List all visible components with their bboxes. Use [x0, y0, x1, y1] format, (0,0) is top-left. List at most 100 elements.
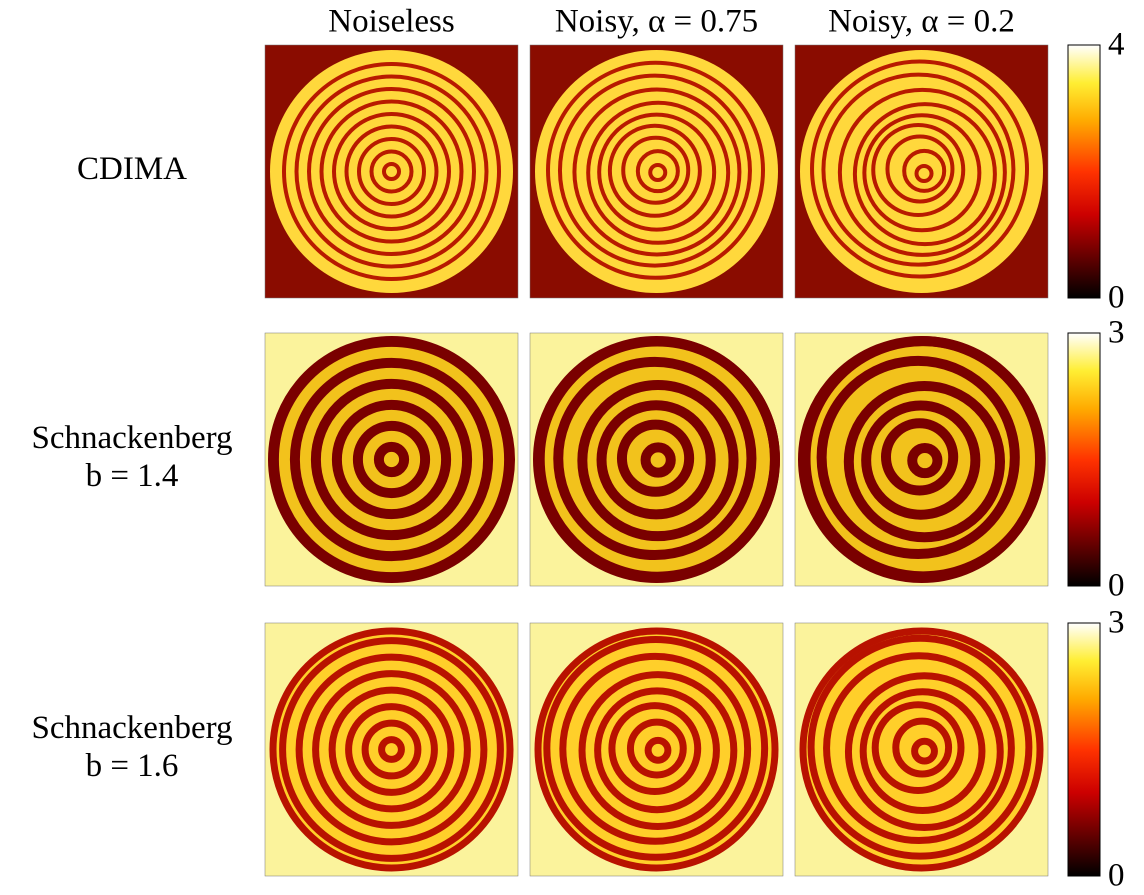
pattern-ring [911, 737, 938, 765]
pattern-ring [295, 653, 488, 846]
pattern-ring [307, 87, 476, 256]
panel-frame [264, 622, 519, 877]
domain-disk [535, 628, 778, 871]
pattern-ring [902, 148, 947, 193]
pattern-ring [331, 399, 452, 520]
pattern-panel [529, 332, 784, 587]
pattern-ring [648, 163, 668, 183]
panel-frame [529, 622, 784, 877]
pattern-ring [282, 62, 501, 281]
pattern-ring [871, 122, 966, 217]
pattern-ring [361, 719, 422, 780]
pattern-ring [328, 686, 455, 813]
pattern-ring [369, 149, 414, 194]
pattern-ring [837, 87, 1007, 257]
pattern-ring [557, 73, 752, 268]
pattern-ring [635, 149, 680, 194]
pattern-ring [892, 717, 953, 778]
colorbar-max-label: 3 [1108, 315, 1125, 351]
boundary-ring [533, 336, 780, 583]
pattern-ring [607, 123, 702, 218]
pattern-ring [885, 134, 955, 204]
pattern-ring [357, 137, 426, 206]
colorbar [1067, 332, 1101, 587]
domain-disk [535, 338, 778, 581]
pattern-ring [859, 688, 986, 815]
pattern-ring [608, 702, 702, 795]
panel-frame [264, 44, 519, 299]
pattern-ring [373, 441, 410, 478]
pattern-ring [881, 418, 959, 496]
pattern-ring [577, 379, 739, 542]
pattern-ring [640, 442, 676, 478]
pattern-ring [332, 112, 451, 231]
pattern-ring [553, 356, 757, 561]
row-label: b = 1.6 [86, 748, 179, 784]
pattern-ring [626, 718, 687, 779]
pattern-ring [312, 670, 471, 829]
pattern-ring [543, 635, 769, 861]
boundary-ring [534, 627, 779, 872]
pattern-ring [621, 135, 691, 205]
colorbar-max-label: 3 [1108, 605, 1125, 641]
panel-frame [264, 332, 519, 587]
pattern-ring [596, 400, 716, 520]
pattern-ring [344, 124, 439, 219]
pattern-ring [378, 736, 405, 763]
row-label: Schnackenberg [32, 420, 233, 456]
row-label: Schnackenberg [32, 710, 233, 746]
pattern-ring [821, 72, 1016, 267]
pattern-ring [844, 672, 1004, 832]
pattern-panel [794, 332, 1049, 587]
colorbar-min-label: 0 [1108, 568, 1125, 604]
domain-disk [535, 50, 778, 293]
panel-frame [529, 332, 784, 587]
pattern-ring [310, 378, 473, 541]
pattern-ring [823, 652, 1015, 845]
column-header: Noiseless [328, 4, 455, 40]
row-label: CDIMA [77, 151, 187, 187]
colorbar-min-label: 0 [1108, 858, 1125, 894]
pattern-ring [294, 74, 489, 269]
pattern-ring [594, 687, 720, 814]
domain-disk [800, 338, 1043, 581]
domain-disk [270, 50, 513, 293]
pattern-ring [319, 99, 464, 244]
boundary-ring [268, 336, 515, 583]
panel-frame [794, 332, 1049, 587]
pattern-ring [382, 162, 401, 181]
pattern-ring [597, 112, 717, 232]
domain-disk [800, 50, 1043, 293]
colorbar-min-label: 0 [1108, 280, 1125, 316]
pattern-ring [852, 102, 997, 247]
pattern-ring [572, 87, 742, 257]
pattern-ring [559, 652, 752, 845]
pattern-panel [529, 622, 784, 877]
pattern-ring [907, 442, 943, 479]
pattern-ring [807, 634, 1033, 860]
domain-disk [270, 338, 513, 581]
pattern-ring [586, 100, 731, 245]
pattern-ring [352, 420, 431, 499]
pattern-ring [616, 419, 695, 497]
pattern-ring [289, 357, 494, 562]
boundary-ring [269, 627, 514, 872]
pattern-ring [914, 164, 934, 184]
boundary-ring [799, 627, 1044, 872]
pattern-ring [816, 355, 1020, 560]
colorbar [1067, 622, 1101, 877]
pattern-ring [861, 400, 981, 520]
pattern-ring [871, 701, 965, 795]
pattern-ring [843, 381, 1006, 543]
pattern-ring [578, 671, 738, 830]
pattern-panel [794, 44, 1049, 299]
pattern-ring [862, 113, 982, 233]
pattern-ring [810, 59, 1030, 279]
domain-disk [800, 628, 1043, 871]
pattern-panel [794, 622, 1049, 877]
colorbar [1067, 44, 1101, 299]
pattern-ring [546, 60, 766, 280]
row-label: b = 1.4 [86, 458, 179, 494]
pattern-ring [345, 703, 438, 796]
